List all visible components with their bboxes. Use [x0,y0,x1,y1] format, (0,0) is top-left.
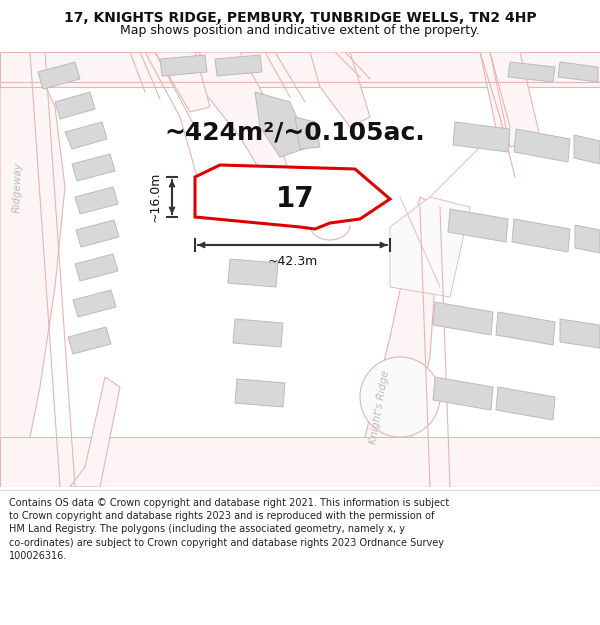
Polygon shape [574,135,600,164]
Polygon shape [575,225,600,253]
Polygon shape [480,52,520,147]
Text: ~16.0m: ~16.0m [149,172,162,222]
Polygon shape [75,187,118,214]
Polygon shape [0,437,600,487]
Polygon shape [70,377,120,487]
Polygon shape [255,92,310,157]
Polygon shape [75,254,118,281]
Polygon shape [558,62,598,82]
Polygon shape [514,129,570,162]
Text: Knight's Ridge: Knight's Ridge [368,369,391,445]
Polygon shape [360,197,440,487]
Polygon shape [496,312,555,345]
Polygon shape [0,52,600,87]
Polygon shape [448,209,508,242]
Polygon shape [235,379,285,407]
Polygon shape [433,302,493,335]
Text: Map shows position and indicative extent of the property.: Map shows position and indicative extent… [120,24,480,38]
Polygon shape [65,122,107,149]
Polygon shape [490,52,540,147]
Text: ~424m²/~0.105ac.: ~424m²/~0.105ac. [164,120,425,144]
Polygon shape [215,55,262,76]
Polygon shape [55,92,95,119]
Polygon shape [72,154,115,181]
Circle shape [360,357,440,437]
Polygon shape [228,259,278,287]
Polygon shape [560,319,600,348]
Text: 17, KNIGHTS RIDGE, PEMBURY, TUNBRIDGE WELLS, TN2 4HP: 17, KNIGHTS RIDGE, PEMBURY, TUNBRIDGE WE… [64,11,536,26]
Text: Contains OS data © Crown copyright and database right 2021. This information is : Contains OS data © Crown copyright and d… [9,498,449,561]
Polygon shape [233,319,283,347]
Polygon shape [512,219,570,252]
Polygon shape [433,377,493,410]
Polygon shape [0,52,65,487]
Polygon shape [508,62,555,82]
Polygon shape [73,290,116,317]
Polygon shape [155,52,210,112]
Polygon shape [453,122,510,152]
Polygon shape [200,52,290,187]
Text: ~42.3m: ~42.3m [268,255,317,268]
Text: Ridgeway: Ridgeway [12,161,24,212]
Polygon shape [195,165,390,229]
Polygon shape [496,387,555,420]
Polygon shape [38,62,80,89]
Polygon shape [160,55,207,76]
Polygon shape [295,117,320,149]
Polygon shape [390,197,470,297]
Text: 17: 17 [275,185,314,213]
Polygon shape [68,327,111,354]
Polygon shape [76,220,119,247]
Polygon shape [310,52,370,127]
